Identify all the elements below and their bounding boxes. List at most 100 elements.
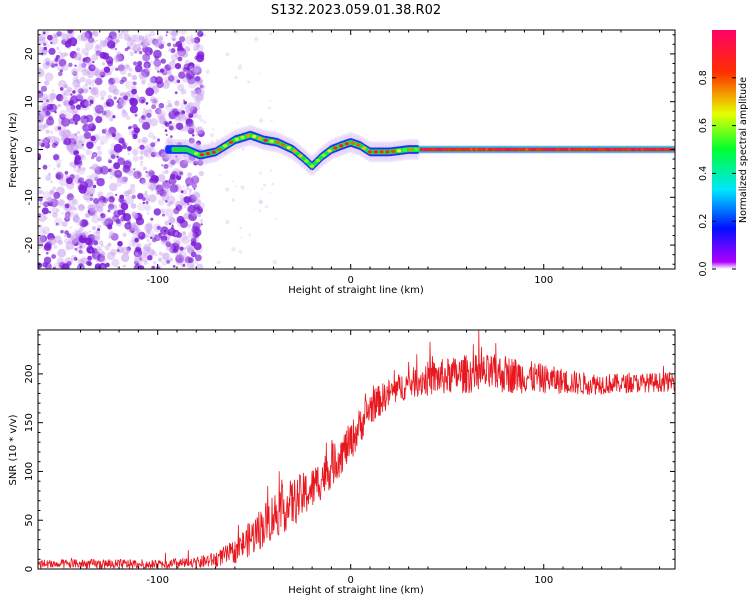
noise-speckle xyxy=(175,158,180,163)
noise-speckle xyxy=(177,223,181,227)
noise-speckle xyxy=(42,125,46,129)
noise-speckle xyxy=(155,76,164,85)
noise-speckle xyxy=(126,115,131,121)
noise-speckle xyxy=(79,245,83,249)
noise-speckle xyxy=(210,133,214,138)
noise-speckle xyxy=(195,254,202,262)
noise-speckle xyxy=(54,63,58,67)
noise-speckle xyxy=(92,31,96,34)
noise-speckle xyxy=(74,121,78,125)
noise-speckle xyxy=(38,235,46,244)
noise-speckle xyxy=(38,44,42,49)
y-tick-label: 20 xyxy=(24,48,35,61)
noise-speckle xyxy=(65,241,75,250)
noise-speckle xyxy=(153,38,162,48)
noise-speckle xyxy=(154,151,159,157)
noise-speckle xyxy=(120,202,129,211)
noise-speckle xyxy=(46,176,51,181)
noise-speckle xyxy=(170,159,176,165)
noise-speckle xyxy=(91,214,100,224)
noise-speckle xyxy=(132,133,138,140)
noise-speckle xyxy=(137,193,144,200)
noise-speckle xyxy=(78,227,84,232)
noise-speckle xyxy=(71,68,78,75)
noise-speckle xyxy=(179,246,184,251)
noise-speckle xyxy=(43,243,52,251)
noise-speckle xyxy=(77,63,86,73)
noise-speckle xyxy=(167,42,172,47)
noise-speckle xyxy=(127,250,130,253)
noise-speckle xyxy=(78,234,87,244)
noise-speckle xyxy=(104,110,114,119)
noise-speckle xyxy=(197,159,204,166)
noise-speckle xyxy=(131,74,138,81)
noise-speckle xyxy=(54,111,57,114)
noise-speckle xyxy=(149,169,153,173)
noise-speckle xyxy=(38,68,45,78)
noise-speckle xyxy=(182,141,186,145)
noise-speckle xyxy=(43,201,50,208)
noise-speckle xyxy=(127,72,132,77)
noise-speckle xyxy=(54,137,61,144)
noise-speckle xyxy=(171,224,174,227)
noise-speckle xyxy=(241,147,245,151)
noise-speckle xyxy=(196,44,204,53)
noise-speckle xyxy=(39,201,44,206)
noise-speckle xyxy=(162,81,170,89)
noise-speckle xyxy=(259,171,262,175)
noise-speckle xyxy=(85,114,94,123)
noise-speckle xyxy=(186,102,196,111)
noise-speckle xyxy=(122,144,127,150)
noise-speckle xyxy=(78,60,87,68)
noise-speckle xyxy=(42,31,46,35)
noise-speckle xyxy=(125,251,129,255)
noise-speckle xyxy=(76,79,81,84)
noise-speckle xyxy=(146,229,155,238)
noise-speckle xyxy=(121,30,125,33)
noise-speckle xyxy=(164,122,170,127)
noise-speckle xyxy=(162,213,165,217)
noise-speckle xyxy=(150,142,156,148)
noise-speckle xyxy=(141,254,149,263)
noise-speckle xyxy=(86,260,92,266)
noise-speckle xyxy=(61,117,71,127)
noise-speckle xyxy=(200,118,204,123)
noise-speckle xyxy=(130,203,137,209)
noise-speckle xyxy=(148,186,151,190)
noise-speckle xyxy=(183,158,190,164)
noise-speckle xyxy=(107,198,111,202)
noise-speckle xyxy=(188,212,198,222)
noise-speckle xyxy=(43,136,50,144)
noise-speckle xyxy=(114,169,123,178)
noise-speckle xyxy=(187,224,191,228)
noise-speckle xyxy=(117,32,122,37)
noise-speckle xyxy=(127,37,132,42)
noise-speckle xyxy=(190,123,195,127)
noise-speckle xyxy=(142,121,151,130)
noise-speckle xyxy=(175,41,183,48)
ridge-peak xyxy=(356,143,361,147)
noise-speckle xyxy=(161,171,166,175)
noise-speckle xyxy=(167,215,175,224)
noise-speckle xyxy=(264,205,269,209)
noise-speckle xyxy=(120,253,130,263)
noise-speckle xyxy=(152,135,157,140)
noise-speckle xyxy=(75,104,81,110)
noise-speckle xyxy=(42,261,48,268)
noise-speckle xyxy=(269,32,272,36)
noise-speckle xyxy=(120,91,124,96)
noise-speckle xyxy=(56,163,61,168)
noise-speckle xyxy=(152,138,155,141)
noise-speckle xyxy=(216,141,219,143)
noise-speckle xyxy=(148,242,152,246)
noise-speckle xyxy=(190,176,198,184)
noise-speckle xyxy=(190,34,193,37)
noise-speckle xyxy=(160,208,166,214)
noise-speckle xyxy=(168,61,177,70)
noise-speckle xyxy=(141,99,145,103)
noise-speckle xyxy=(174,142,177,144)
noise-speckle xyxy=(82,167,86,171)
noise-speckle xyxy=(168,120,172,125)
noise-speckle xyxy=(248,233,251,237)
noise-speckle xyxy=(42,226,50,235)
